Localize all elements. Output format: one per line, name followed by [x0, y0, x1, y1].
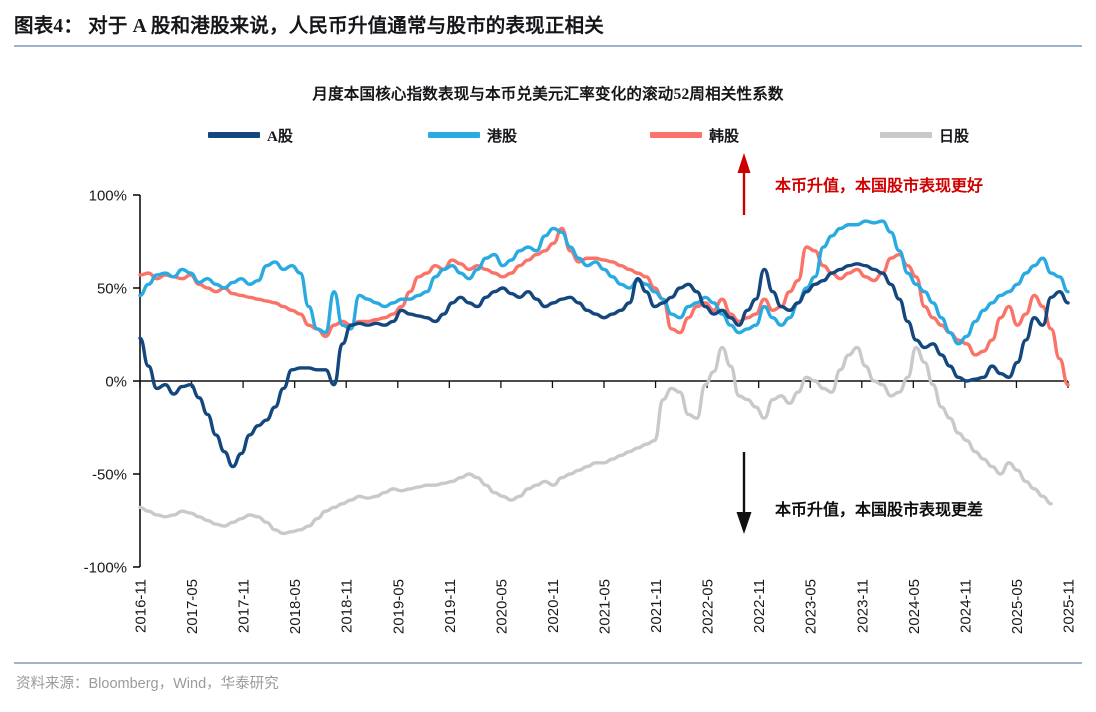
axis-layer: 100% 50% 0% -50% -100% 2016-11 2017-05 2017-11 2…	[84, 188, 1078, 635]
x-tick-label: 2021-11	[648, 579, 665, 633]
footer-divider	[14, 662, 1082, 664]
x-tick-label: 2025-05	[1009, 579, 1026, 634]
legend-swatch-hk-shares	[428, 132, 480, 138]
series-line-港股	[138, 219, 1070, 346]
x-tick-label: 2017-05	[184, 579, 201, 634]
x-tick-label: 2022-11	[751, 579, 768, 633]
legend-label-kr-shares: 韩股	[709, 128, 740, 145]
down-arrow-icon	[736, 452, 752, 534]
y-tick-label: -50%	[92, 467, 127, 484]
chart-title: 月度本国核心指数表现与本币兑美元汇率变化的滚动52周相关性系数	[312, 86, 784, 103]
annotation-up-label: 本币升值，本国股市表现更好	[775, 178, 984, 195]
series-line-韩股	[138, 226, 1070, 387]
x-tick-label: 2022-05	[700, 579, 717, 634]
series-line-A股	[138, 262, 1070, 469]
x-tick-label: 2020-11	[545, 579, 562, 633]
series-layer	[138, 219, 1070, 536]
exhibit-header: 图表4： 对于 A 股和港股来说，人民币升值通常与股市的表现正相关	[14, 14, 1082, 48]
y-tick-label: -100%	[84, 560, 127, 577]
annotation-arrows	[736, 153, 752, 534]
x-tick-label: 2023-11	[854, 579, 871, 633]
x-tick-label: 2016-11	[133, 579, 150, 633]
legend-item-kr-shares[interactable]: 韩股	[650, 122, 739, 148]
up-arrow-icon	[737, 153, 751, 215]
chart-legend: A股 港股 韩股 日股	[150, 122, 1030, 148]
x-tick-label: 2024-05	[906, 579, 923, 634]
x-tick-label: 2018-11	[339, 579, 356, 633]
x-tick-label: 2017-11	[236, 579, 253, 633]
legend-item-hk-shares[interactable]: 港股	[428, 122, 517, 148]
annotation-down-label: 本币升值，本国股市表现更差	[775, 502, 984, 519]
legend-label-hk-shares: 港股	[487, 128, 518, 145]
x-tick-label: 2019-11	[442, 579, 459, 633]
legend-label-jp-shares: 日股	[939, 128, 970, 145]
x-tick-label: 2019-05	[390, 579, 407, 634]
page-title: 图表4： 对于 A 股和港股来说，人民币升值通常与股市的表现正相关	[14, 16, 604, 37]
y-tick-label: 50%	[97, 281, 127, 298]
legend-swatch-kr-shares	[650, 132, 702, 138]
legend-swatch-a-shares	[208, 132, 260, 138]
legend-swatch-jp-shares	[880, 132, 932, 138]
x-tick-label: 2025-11	[1061, 579, 1078, 633]
header-divider	[14, 45, 1082, 47]
legend-item-jp-shares[interactable]: 日股	[880, 122, 969, 148]
x-tick-label: 2021-05	[597, 579, 614, 634]
x-tick-label: 2018-05	[287, 579, 304, 634]
source-note: 资料来源：Bloomberg，Wind，华泰研究	[16, 676, 279, 692]
legend-label-a-shares: A股	[267, 128, 293, 145]
y-tick-label: 100%	[89, 188, 127, 205]
legend-item-a-shares[interactable]: A股	[208, 122, 293, 148]
x-tick-label: 2024-11	[957, 579, 974, 633]
y-tick-label: 0%	[105, 374, 127, 391]
x-tick-label: 2023-05	[803, 579, 820, 634]
x-tick-label: 2020-05	[493, 579, 510, 634]
